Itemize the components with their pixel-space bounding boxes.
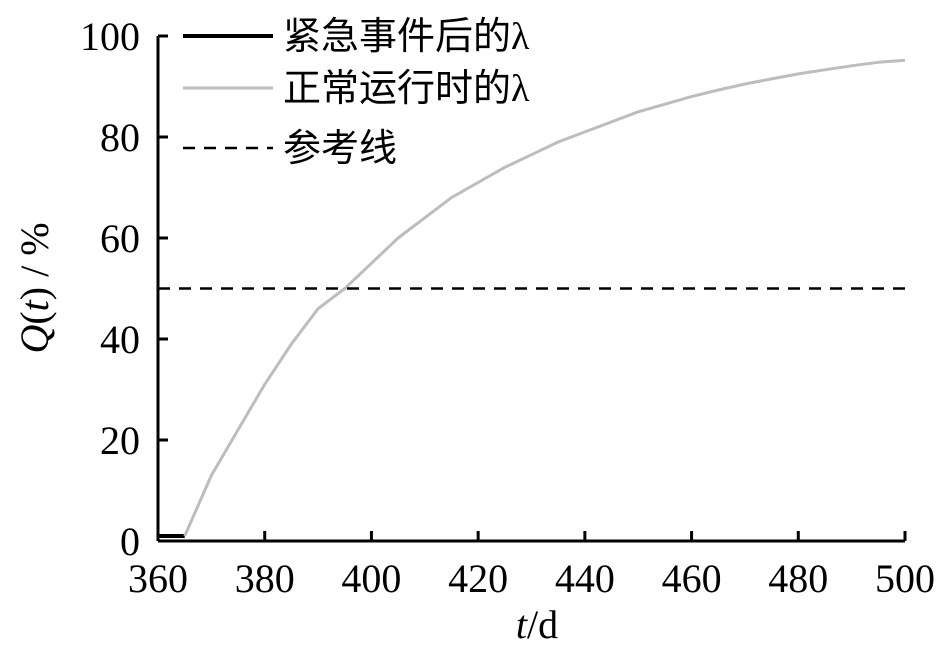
x-tick-label: 460 [662,556,722,601]
legend-item-2: 正常运行时的λ [183,68,530,110]
x-tick-label: 440 [555,556,615,601]
x-tick-label: 360 [128,556,188,601]
y-axis-title: Q(t) / % [12,222,57,353]
ticks: 360 380 400 420 440 460 480 500 0 20 40 60 80 100 [80,14,935,601]
y-tick-label: 40 [100,317,140,362]
x-axis-title: t/d [516,602,558,647]
x-tick-label: 420 [448,556,508,601]
y-tick-label: 0 [120,519,140,564]
y-tick-label: 80 [100,115,140,160]
series-2 [183,58,906,537]
x-tick-label: 480 [768,556,828,601]
x-tick-label: 500 [875,556,935,601]
series-layer [158,58,906,538]
legend-item-1: 紧急事件后的λ [183,16,530,58]
y-tick-label: 100 [80,14,140,59]
legend-label: 正常运行时的λ [283,68,530,110]
series-line-2 [183,58,906,537]
x-tick-label: 400 [341,556,401,601]
y-tick-label: 20 [100,418,140,463]
legend-item-3: 参考线 [183,128,397,170]
x-tick-label: 380 [235,556,295,601]
legend-label: 紧急事件后的λ [283,16,530,58]
axes [156,36,905,543]
legend-label: 参考线 [283,128,397,170]
legend: 紧急事件后的λ 正常运行时的λ 参考线 [183,16,530,170]
y-tick-label: 60 [100,216,140,261]
